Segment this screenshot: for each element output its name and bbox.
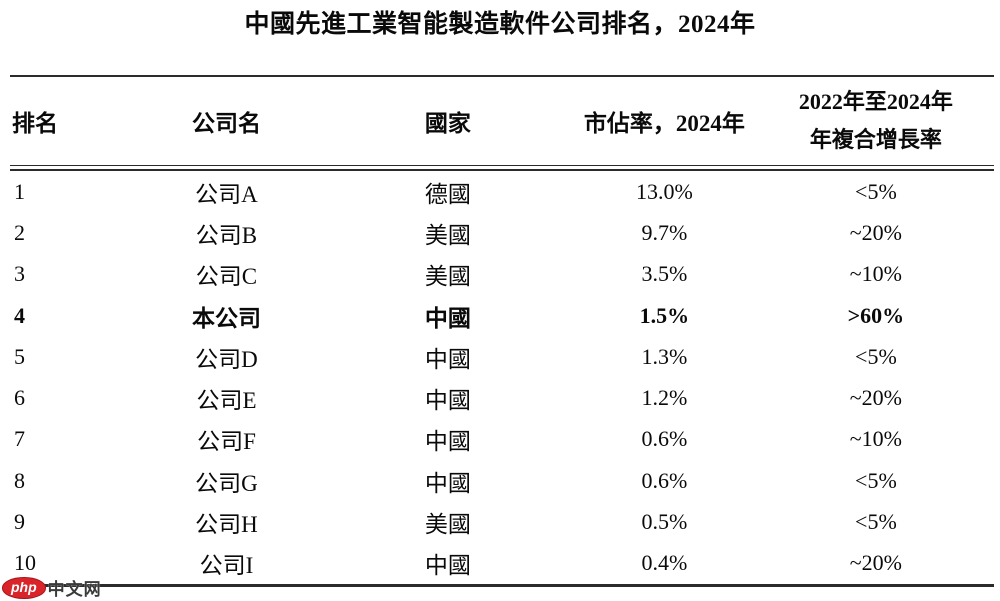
company-value: 公司I [199,553,254,579]
company-value: 公司A [195,181,258,207]
rank-value: 5 [14,343,25,369]
php-logo-badge: php [2,576,46,599]
rank-value: 10 [14,550,36,576]
share-value: 0.6% [641,426,688,452]
column-header-cagr: 2022年至2024年 年複合增長率 [758,83,994,159]
table-row: 5 公司D 中國 1.3% <5% [10,336,994,377]
cagr-value: >60% [847,302,905,328]
country-value: 中國 [424,346,471,372]
company-value: 公司E [196,388,257,414]
country-value: 中國 [424,470,471,496]
rank-value: 6 [14,385,25,411]
cagr-value: ~20% [849,219,903,245]
share-value: 1.2% [641,385,688,411]
column-header-country: 國家 [424,111,471,136]
table-row: 10 公司I 中國 0.4% ~20% [10,543,994,584]
share-value: 13.0% [635,178,693,204]
rank-value: 9 [14,509,25,535]
share-value: 0.4% [641,550,688,576]
cagr-value: ~10% [849,261,903,287]
company-value: 公司F [197,429,256,455]
share-value: 1.5% [639,302,690,328]
table-row: 9 公司H 美國 0.5% <5% [10,501,994,542]
cagr-value: <5% [855,178,897,204]
column-header-cagr-line2: 年複合增長率 [809,127,942,152]
cagr-value: ~20% [849,550,903,576]
country-value: 中國 [424,305,471,331]
country-value: 美國 [424,264,471,290]
company-value: 公司C [195,264,258,290]
country-value: 中國 [424,429,471,455]
share-value: 1.3% [641,343,688,369]
company-value: 本公司 [191,305,261,331]
share-value: 0.5% [641,509,688,535]
company-value: 公司D [195,346,258,372]
company-value: 公司H [195,512,258,538]
country-value: 中國 [424,553,471,579]
table-row: 8 公司G 中國 0.6% <5% [10,460,994,501]
table-row: 3 公司C 美國 3.5% ~10% [10,254,994,295]
cagr-value: <5% [855,509,897,535]
table-title: 中國先進工業智能製造軟件公司排名，2024年 [244,11,756,38]
table-row: 1 公司A 德國 13.0% <5% [10,171,994,212]
cagr-value: <5% [855,467,897,493]
company-value: 公司G [195,470,258,496]
ranking-table: 排名 公司名 國家 市佔率，2024年 2022年至2024年 年複合增長率 1… [10,75,994,587]
country-value: 中國 [424,388,471,414]
header-separator-rule [10,165,994,171]
share-value: 3.5% [641,261,688,287]
rank-value: 3 [14,261,25,287]
cagr-value: <5% [855,343,897,369]
column-header-rank: 排名 [12,111,58,136]
table-top-rule [10,75,994,77]
country-value: 德國 [424,181,471,207]
country-value: 美國 [424,222,471,248]
table-header-row: 排名 公司名 國家 市佔率，2024年 2022年至2024年 年複合增長率 [10,77,994,165]
rank-value: 4 [14,302,25,328]
column-header-company: 公司名 [191,111,261,136]
table-row: 2 公司B 美國 9.7% ~20% [10,212,994,253]
table-row: 7 公司F 中國 0.6% ~10% [10,419,994,460]
rank-value: 8 [14,467,25,493]
rank-value: 1 [14,178,25,204]
php-cn-site-label: 中文网 [47,580,102,599]
table-row: 6 公司E 中國 1.2% ~20% [10,377,994,418]
share-value: 9.7% [641,219,688,245]
column-header-share: 市佔率，2024年 [583,111,745,136]
share-value: 0.6% [641,467,688,493]
rank-value: 2 [14,219,25,245]
column-header-cagr-line1: 2022年至2024年 [798,89,953,115]
php-cn-watermark: php 中文网 [2,575,102,600]
rank-value: 7 [14,426,25,452]
cagr-value: ~10% [849,426,903,452]
table-row-our-company: 4 本公司 中國 1.5% >60% [10,295,994,336]
country-value: 美國 [424,512,471,538]
cagr-value: ~20% [849,385,903,411]
table-bottom-rule [10,583,994,587]
company-value: 公司B [195,222,258,248]
